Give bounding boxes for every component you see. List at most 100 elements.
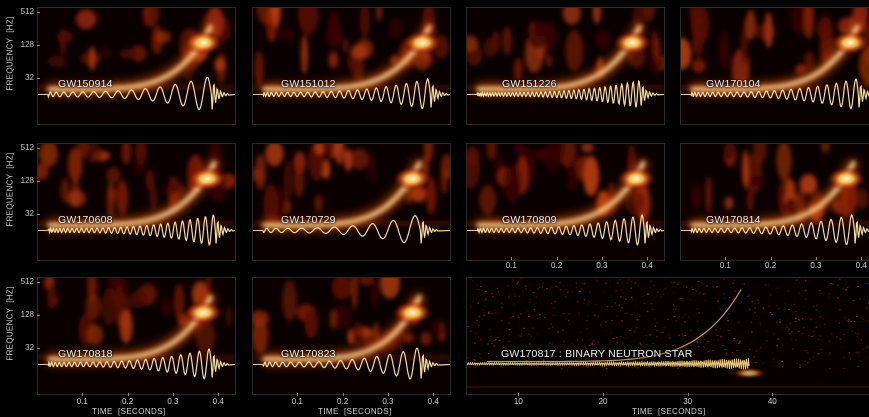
spectrogram-panel: GW151012 [252, 7, 451, 125]
x-tick-mark [556, 257, 558, 260]
waveform-line [47, 348, 235, 380]
chirp-track [690, 160, 857, 228]
x-tick-label: 0.1 [291, 397, 303, 406]
event-label: GW151012 [281, 78, 336, 90]
x-tick-label: 0.1 [76, 397, 88, 406]
x-tick-label: 0.2 [337, 397, 349, 406]
panel-background [467, 278, 869, 394]
merger-blob [612, 30, 653, 55]
x-tick-mark [172, 393, 174, 396]
y-tick-label: 32 [25, 343, 34, 352]
x-axis-label: TIME [SECONDS] [632, 407, 706, 416]
spectrogram-panel: GW170823 [252, 277, 451, 395]
spectrogram-panel: GW170814 [680, 143, 869, 261]
x-tick-mark [518, 393, 520, 396]
chirp-track [47, 160, 218, 228]
chirp-track [47, 294, 214, 362]
spectrogram-panel-bns: GW170817 : BINARY NEUTRON STAR [466, 277, 869, 395]
x-tick-label: 0.3 [810, 261, 822, 270]
spectrogram-panel: GW170608 [37, 143, 236, 261]
x-tick-label: 0.2 [551, 261, 563, 270]
x-tick-label: 10 [513, 397, 523, 406]
x-tick-label: 20 [598, 397, 608, 406]
x-tick-label: 0.3 [167, 397, 179, 406]
waveform-line [47, 214, 235, 246]
waveform-line [262, 347, 450, 380]
waveform-line [476, 79, 664, 108]
y-axis-label: FREQUENCY [HZ] [5, 152, 15, 227]
x-tick-mark [687, 393, 689, 396]
chirp-track [690, 24, 861, 92]
event-label: GW170729 [281, 214, 336, 226]
x-axis-label: TIME [SECONDS] [92, 407, 166, 416]
y-tick-label: 128 [20, 176, 34, 185]
x-tick-mark [861, 257, 863, 260]
noise-background [467, 278, 869, 370]
x-tick-mark [603, 393, 605, 396]
y-tick-label: 512 [20, 143, 34, 152]
x-tick-label: 0.4 [212, 397, 224, 406]
event-label: GW170104 [706, 78, 761, 90]
x-tick-mark [815, 257, 817, 260]
spectrogram-panel: GW170809 [466, 143, 665, 261]
y-axis-label: FREQUENCY [HZ] [5, 286, 15, 361]
x-tick-mark [601, 257, 603, 260]
spectrogram-panel: GW170729 [252, 143, 451, 261]
x-tick-label: 30 [683, 397, 693, 406]
waveform-line [262, 78, 450, 110]
event-label: GW170817 : BINARY NEUTRON STAR [501, 348, 693, 360]
merger-blob [830, 30, 869, 55]
chirp-track [262, 160, 423, 228]
merger-blob [731, 367, 768, 380]
waveform-line [690, 214, 869, 246]
waveform-line [467, 358, 750, 370]
merger-blob [392, 300, 433, 325]
x-tick-mark [725, 257, 727, 260]
waveform-line [476, 213, 664, 246]
event-label: GW170809 [502, 214, 557, 226]
waveform-line [262, 215, 450, 244]
y-tick-mark [37, 45, 40, 46]
event-label: GW170823 [281, 348, 336, 360]
x-tick-mark [772, 393, 774, 396]
x-tick-mark [511, 257, 513, 260]
x-tick-mark [82, 393, 84, 396]
chirp-track [262, 24, 433, 92]
event-label: GW170814 [706, 214, 761, 226]
event-label: GW170608 [58, 214, 113, 226]
spectrogram-panel: GW150914 [37, 7, 236, 125]
event-label: GW150914 [58, 78, 113, 90]
x-tick-mark [387, 393, 389, 396]
x-tick-label: 0.2 [122, 397, 134, 406]
noise-background [681, 8, 869, 91]
panel-background [38, 8, 235, 124]
spectrogram-panel: GW170104 [680, 7, 869, 125]
merger-blob [616, 166, 657, 191]
waveform-line [47, 76, 235, 110]
y-tick-mark [37, 214, 40, 215]
merger-blob [183, 30, 224, 55]
merger-blob [187, 166, 228, 191]
chirp-track [262, 294, 423, 362]
panel-background [681, 8, 869, 124]
x-tick-mark [127, 393, 129, 396]
event-label: GW151226 [502, 78, 557, 90]
x-axis-label: TIME [SECONDS] [318, 407, 392, 416]
x-tick-mark [647, 257, 649, 260]
y-tick-label: 128 [20, 310, 34, 319]
x-tick-label: 0.2 [765, 261, 777, 270]
chirp-track [476, 160, 647, 228]
merger-blob [826, 166, 867, 191]
x-tick-label: 0.4 [641, 261, 653, 270]
y-tick-mark [37, 181, 40, 182]
x-tick-mark [433, 393, 435, 396]
y-tick-label: 512 [20, 277, 34, 286]
y-tick-mark [37, 348, 40, 349]
y-tick-mark [37, 282, 40, 283]
x-tick-label: 0.1 [719, 261, 731, 270]
merger-blob [183, 300, 224, 325]
y-tick-label: 32 [25, 73, 34, 82]
x-tick-label: 40 [767, 397, 777, 406]
y-axis-label: FREQUENCY [HZ] [5, 16, 15, 91]
spectrogram-panel: GW170818 [37, 277, 236, 395]
